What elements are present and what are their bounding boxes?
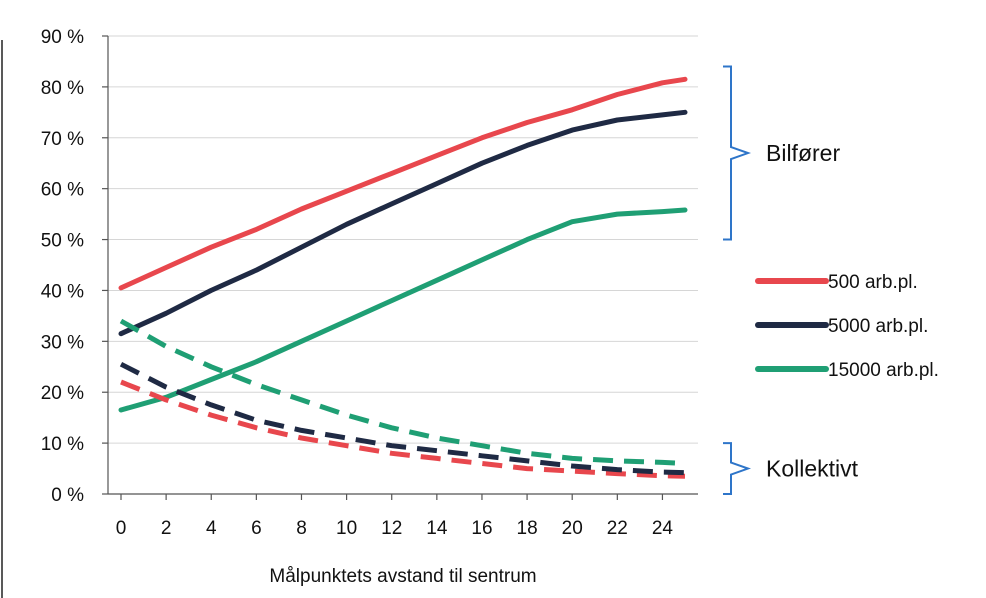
gridlines <box>108 35 698 444</box>
group-label: Bilfører <box>766 140 840 166</box>
legend-entry: 500 arb.pl. <box>828 272 918 293</box>
y-tick-label: 80 % <box>41 78 84 99</box>
series-line-kollektivt-500-arb-pl <box>120 379 686 479</box>
series-lines <box>118 76 688 479</box>
y-tick-label: 20 % <box>41 383 84 404</box>
x-tick-label: 8 <box>296 518 307 539</box>
x-tick-labels: 0 2 4 6 8 10 12 14 16 18 20 22 24 <box>116 518 674 539</box>
y-tick-label: 50 % <box>41 231 84 252</box>
y-tick-label: 30 % <box>41 332 84 353</box>
x-axis-label: Målpunktets avstand til sentrum <box>269 566 536 587</box>
series-line-kollektivt-15000-arb-pl <box>119 318 686 466</box>
x-tick-label: 10 <box>336 518 357 539</box>
x-tick-label: 6 <box>251 518 262 539</box>
x-tick-label: 22 <box>607 518 628 539</box>
legend: 500 arb.pl. 5000 arb.pl. 15000 arb.pl. <box>755 272 939 381</box>
x-tick-label: 24 <box>652 518 674 539</box>
y-tick-label: 60 % <box>41 180 84 201</box>
y-tick-label: 40 % <box>41 281 84 302</box>
legend-entry: 5000 arb.pl. <box>828 316 928 337</box>
y-tick-label: 90 % <box>41 27 84 48</box>
x-tick-label: 16 <box>471 518 492 539</box>
y-tick-labels: 0 % 10 % 20 % 30 % 40 % 50 % 60 % 70 % 80 % 90 % <box>41 27 84 506</box>
legend-entry: 15000 arb.pl. <box>828 360 939 381</box>
group-label: Kollektivt <box>766 456 859 482</box>
series-line-bilforer-15000-arb-pl <box>118 207 688 413</box>
x-tick-label: 4 <box>206 518 217 539</box>
x-tick-label: 2 <box>161 518 172 539</box>
series-line-kollektivt-5000-arb-pl <box>119 361 686 476</box>
y-tick-label: 0 % <box>51 485 84 506</box>
axes <box>102 35 698 500</box>
x-tick-label: 0 <box>116 518 127 539</box>
x-tick-label: 18 <box>517 518 538 539</box>
y-tick-label: 10 % <box>41 434 84 455</box>
y-tick-label: 70 % <box>41 129 84 150</box>
x-tick-label: 12 <box>381 518 402 539</box>
group-brackets: Bilfører Kollektivt <box>723 65 859 495</box>
series-line-bilforer-5000-arb-pl <box>118 109 688 337</box>
series-line-bilforer-500-arb-pl <box>118 76 688 291</box>
x-tick-label: 14 <box>426 518 448 539</box>
x-tick-label: 20 <box>562 518 583 539</box>
group-bracket <box>723 65 752 241</box>
group-bracket <box>723 442 752 495</box>
